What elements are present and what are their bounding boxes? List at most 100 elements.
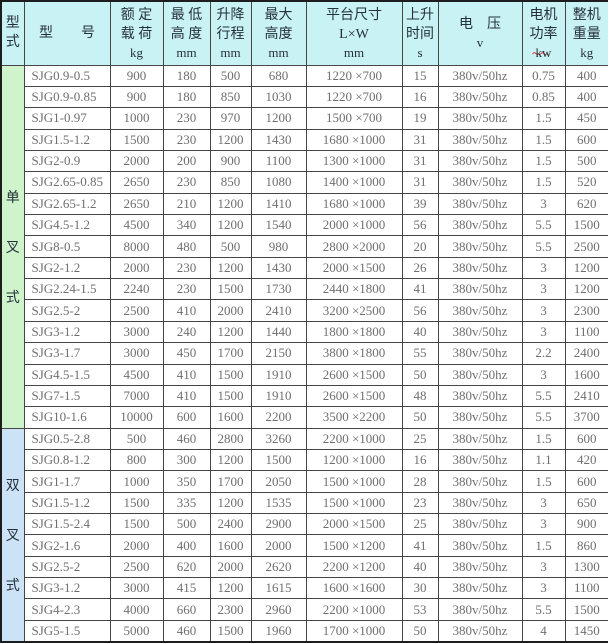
cell-load: 10000: [109, 406, 164, 429]
table-row: SJG2.65-1.2 2650 210 1200 1410 1680 ×1000 39 38…: [1, 192, 608, 216]
cell-rise_time: 25: [401, 427, 439, 450]
table-row: SJG1.5-1.2 1500 335 1200 1535 1500 ×1000 23 380…: [1, 491, 608, 515]
cell-model: SJG0.9-0.85: [23, 85, 111, 109]
cell-max_height: 1960: [250, 619, 307, 643]
cell-min_height: 230: [162, 107, 211, 130]
cell-voltage: 380v/50hz: [437, 235, 523, 258]
table-row: SJG5-1.5 5000 460 1500 1960 1700 ×1000 50 380v/…: [1, 619, 608, 643]
cell-min_height: 410: [162, 299, 211, 322]
cell-rise_time: 41: [401, 278, 439, 301]
cell-voltage: 380v/50hz: [437, 171, 523, 194]
cell-load: 2000: [109, 256, 164, 280]
cell-stroke: 1200: [209, 320, 252, 344]
cell-model: SJG2-0.9: [23, 149, 111, 173]
header-text: 最大: [264, 7, 293, 23]
cell-min_height: 230: [162, 256, 211, 280]
cell-model: SJG3-1.7: [23, 342, 111, 365]
cell-min_height: 200: [162, 149, 211, 173]
cell-stroke: 1600: [209, 406, 252, 429]
cell-weight: 3700: [564, 406, 608, 429]
cell-max_height: 1200: [250, 107, 307, 130]
cell-model: SJG2.5-2: [23, 299, 111, 322]
column-header-max_height: 最大 高度 mm: [250, 0, 307, 66]
cell-voltage: 380v/50hz: [437, 107, 523, 130]
cell-min_height: 300: [162, 448, 211, 472]
cell-rise_time: 23: [401, 491, 439, 515]
cell-min_height: 230: [162, 128, 211, 151]
cell-power: 3: [521, 577, 566, 600]
cell-max_height: 2050: [250, 470, 307, 493]
cell-load: 1500: [109, 128, 164, 151]
cell-load: 2500: [109, 555, 164, 579]
column-header-load: 额 定载 荷 kg: [109, 0, 164, 66]
cell-model: SJG2-1.6: [23, 534, 111, 557]
cell-voltage: 380v/50hz: [437, 534, 523, 557]
table-row: SJG4-2.3 4000 660 2300 2960 2200 ×1000 53 380v/…: [1, 598, 608, 621]
cell-max_height: 2000: [250, 534, 307, 557]
cell-voltage: 380v/50hz: [437, 342, 523, 365]
cell-power: 3: [521, 256, 566, 280]
cell-platform: 3200 ×2500: [305, 299, 403, 322]
cell-min_height: 230: [162, 171, 211, 194]
cell-power: 1.5: [521, 149, 566, 173]
table-body: 单叉式 SJG0.9-0.5 900 180 500 680 1220 ×700 15 380v…: [0, 64, 608, 643]
cell-platform: 1500 ×700: [305, 107, 403, 130]
cell-rise_time: 48: [401, 384, 439, 408]
cell-max_height: 1430: [250, 256, 307, 280]
table-row: 单叉式 SJG0.9-0.5 900 180 500 680 1220 ×700 15 380v…: [0, 64, 608, 429]
cell-platform: 1600 ×1600: [305, 577, 403, 600]
cell-load: 4500: [109, 363, 164, 386]
cell-power: 1.1: [521, 448, 566, 472]
cell-weight: 1200: [564, 256, 608, 280]
cell-weight: 2500: [564, 235, 608, 258]
table-row: SJG3-1.2 3000 415 1200 1615 1600 ×1600 30 380v/…: [1, 577, 608, 600]
table-row: SJG10-1.6 10000 600 1600 2200 3500 ×2200 50 380…: [1, 406, 608, 429]
cell-platform: 2600 ×1500: [305, 363, 403, 386]
cell-weight: 1500: [564, 598, 608, 621]
cell-rise_time: 55: [401, 342, 439, 365]
cell-rise_time: 50: [401, 619, 439, 643]
table-row: 双叉式 SJG0.5-2.8 500 460 2800 3260 2200 ×1000 25 3…: [0, 427, 608, 643]
table-row: SJG2.65-0.85 2650 230 850 1080 1400 ×1000 31 38…: [1, 171, 608, 194]
table-row: SJG2-1.6 2000 400 1600 2000 1500 ×1200 41 380v/…: [1, 534, 608, 557]
cell-model: SJG2.65-0.85: [23, 171, 111, 194]
cell-load: 2000: [109, 534, 164, 557]
cell-load: 1000: [109, 107, 164, 130]
cell-max_height: 1910: [250, 384, 307, 408]
cell-max_height: 1410: [250, 192, 307, 216]
cell-min_height: 210: [162, 192, 211, 216]
cell-weight: 1300: [564, 555, 608, 579]
cell-load: 8000: [109, 235, 164, 258]
cell-rise_time: 28: [401, 470, 439, 493]
cell-load: 1500: [109, 491, 164, 515]
table-row: SJG2.24-1.5 2240 230 1500 1730 2440 ×1800 41 38…: [1, 278, 608, 301]
cell-voltage: 380v/50hz: [437, 619, 523, 643]
cell-max_height: 1030: [250, 85, 307, 109]
table-row: SJG2.5-2 2500 410 2000 2410 3200 ×2500 56 380v/…: [1, 299, 608, 322]
header-text: 平台尺寸: [326, 7, 382, 23]
cell-voltage: 380v/50hz: [437, 427, 523, 450]
cell-model: SJG3-1.2: [23, 577, 111, 600]
cell-model: SJG10-1.6: [23, 406, 111, 429]
cell-model: SJG4-2.3: [23, 598, 111, 621]
cell-min_height: 410: [162, 384, 211, 408]
cell-min_height: 660: [162, 598, 211, 621]
cell-max_height: 2410: [250, 299, 307, 322]
cell-max_height: 1730: [250, 278, 307, 301]
cell-platform: 3800 ×1800: [305, 342, 403, 365]
table-row: SJG1-1.7 1000 350 1700 2050 1500 ×1000 28 380v/…: [1, 470, 608, 493]
cell-load: 900: [109, 85, 164, 109]
cell-load: 500: [109, 427, 164, 450]
cell-platform: 2600 ×1500: [305, 384, 403, 408]
cell-power: 2.2: [521, 342, 566, 365]
cell-stroke: 1500: [209, 278, 252, 301]
cell-power: 5.5: [521, 406, 566, 429]
cell-stroke: 850: [209, 85, 252, 109]
cell-stroke: 1500: [209, 363, 252, 386]
column-header-voltage: 电 压 v: [437, 0, 523, 66]
cell-model: SJG0.5-2.8: [23, 427, 111, 450]
cell-load: 2240: [109, 278, 164, 301]
cell-weight: 600: [564, 427, 608, 450]
cell-stroke: 2000: [209, 299, 252, 322]
cell-rise_time: 31: [401, 128, 439, 151]
